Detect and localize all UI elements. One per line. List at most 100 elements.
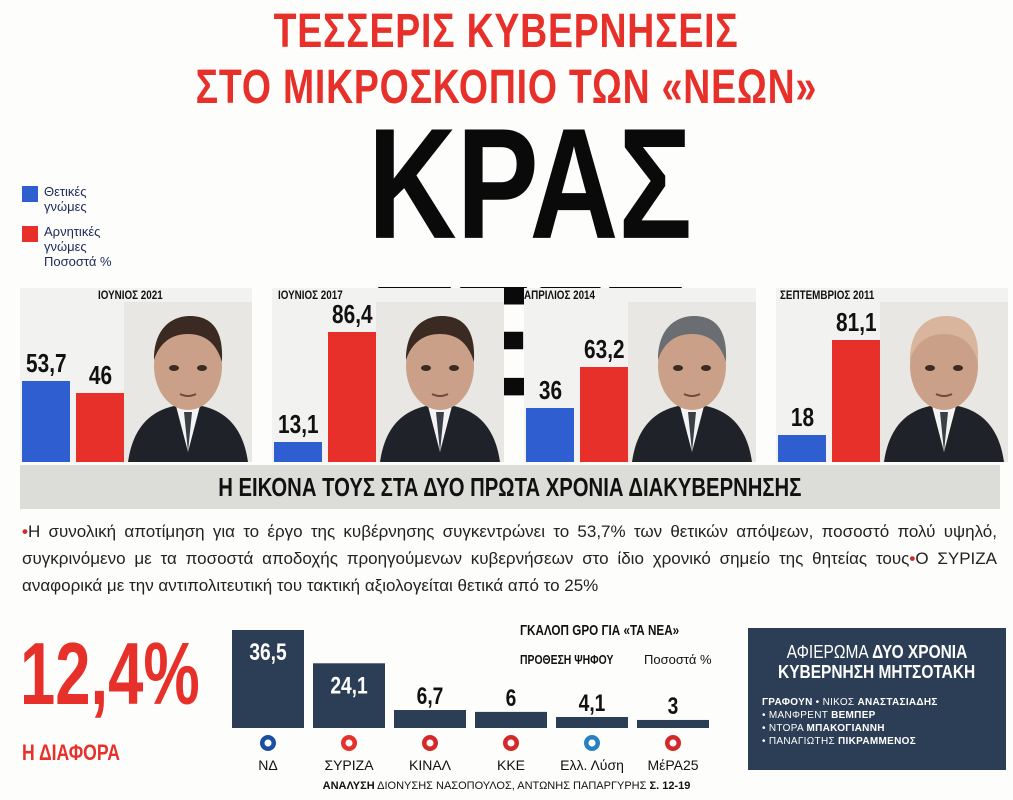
feature-title-bold2: ΚΥΒΕΡΝΗΣΗ ΜΗΤΣΟΤΑΚΗ bbox=[778, 662, 976, 682]
feature-box: ΑΦΙΕΡΩΜΑ ΔΥΟ ΧΡΟΝΙΑ ΚΥΒΕΡΝΗΣΗ ΜΗΤΣΟΤΑΚΗ … bbox=[748, 628, 1006, 770]
subhead-text: Η ΕΙΚΟΝΑ ΤΟΥΣ ΣΤΑ ΔΥΟ ΠΡΩΤΑ ΧΡΟΝΙΑ ΔΙΑΚΥ… bbox=[218, 472, 802, 502]
negative-value: 46 bbox=[88, 360, 112, 390]
party-label: ΚΚΕ bbox=[496, 757, 525, 773]
kinal-logo-icon bbox=[418, 733, 442, 758]
headline-line-1-text: ΤΕΣΣΕΡΙΣ ΚΥΒΕΡΝΗΣΕΙΣ bbox=[274, 5, 739, 58]
credit-line: • ΠΑΝΑΓΙΩΤΗΣ ΠΙΚΡΑΜΜΕΝΟΣ bbox=[762, 735, 992, 748]
legend-unit: Ποσοστά % bbox=[44, 254, 112, 269]
poll-unit: Ποσοστά % bbox=[644, 652, 712, 667]
legend-negative-label: Αρνητικές γνώμες Ποσοστά % bbox=[44, 224, 112, 269]
positive-bar bbox=[22, 381, 70, 462]
credit-first-name: ΝΤΟΡΑ bbox=[768, 723, 807, 734]
negative-value: 86,4 bbox=[331, 299, 373, 329]
feature-title-line1: ΑΦΙΕΡΩΜΑ ΔΥΟ ΧΡΟΝΙΑ bbox=[787, 642, 968, 662]
headline-line-2-text: ΣΤΟ ΜΙΚΡΟΣΚΟΠΙΟ ΤΩΝ «ΝΕΩΝ» bbox=[195, 61, 818, 114]
poll-bar bbox=[556, 716, 628, 728]
feature-title-line2: ΚΥΒΕΡΝΗΣΗ ΜΗΤΣΟΤΑΚΗ bbox=[778, 662, 975, 682]
panel-date-text: ΑΠΡΙΛΙΟΣ 2014 bbox=[524, 288, 595, 302]
positive-bar bbox=[778, 435, 826, 462]
positive-value: 53,7 bbox=[25, 348, 67, 378]
legend-negative-line1: Αρνητικές bbox=[44, 224, 101, 239]
feature-title: ΑΦΙΕΡΩΜΑ ΔΥΟ ΧΡΟΝΙΑ ΚΥΒΕΡΝΗΣΗ ΜΗΤΣΟΤΑΚΗ bbox=[762, 642, 992, 682]
poll-value-label: 6 bbox=[506, 684, 517, 712]
difference-value-text: 12,4% bbox=[20, 624, 200, 723]
portrait-photo bbox=[376, 302, 504, 462]
positive-value: 13,1 bbox=[277, 409, 319, 439]
credit-first-name: ΝΙΚΟΣ bbox=[822, 697, 858, 708]
party-label: ΚΙΝΑΛ bbox=[408, 757, 452, 773]
negative-bar bbox=[832, 340, 880, 462]
negative-value: 81,1 bbox=[835, 307, 877, 337]
legend-negative-line2: γνώμες bbox=[44, 239, 87, 254]
positive-bar bbox=[526, 408, 574, 462]
bullet-2: • bbox=[909, 549, 916, 568]
party-label: ΝΔ bbox=[258, 757, 278, 773]
poll-bar bbox=[475, 711, 547, 728]
party-label: ΣΥΡΙΖΑ bbox=[324, 757, 374, 773]
poll-title-text: ΓΚΑΛΟΠ GPO ΓΙΑ «ΤΑ ΝΕΑ» bbox=[520, 622, 680, 639]
credit-bullet: • bbox=[815, 697, 823, 708]
negative-bar bbox=[580, 367, 628, 462]
difference-label: Η ΔΙΑΦΟΡΑ bbox=[22, 740, 145, 766]
credit-last-name: ΑΝΑΣΤΑΣΙΑΔΗΣ bbox=[857, 697, 938, 708]
legend-negative-swatch bbox=[22, 226, 38, 242]
credit-last-name: ΜΠΑΚΟΓΙΑΝΝΗ bbox=[806, 723, 885, 734]
approval-panel: ΣΕΠΤΕΜΒΡΙΟΣ 2011 18 81,1 bbox=[776, 288, 1008, 462]
legend-positive-line2: γνώμες bbox=[44, 199, 87, 214]
portrait-photo bbox=[628, 302, 756, 462]
difference-label-text: Η ΔΙΑΦΟΡΑ bbox=[22, 740, 121, 765]
panel-date: ΣΕΠΤΕΜΒΡΙΟΣ 2011 bbox=[780, 288, 895, 302]
credit-bullet: • bbox=[762, 736, 769, 747]
portrait-photo bbox=[880, 302, 1008, 462]
syriza-logo-icon bbox=[337, 733, 361, 758]
difference-value: 12,4% bbox=[20, 628, 220, 720]
poll-bar bbox=[232, 630, 304, 728]
footer-pages: Σ. 12-19 bbox=[649, 780, 691, 792]
poll-bar bbox=[394, 710, 466, 728]
poll-value-label: 6,7 bbox=[417, 682, 444, 710]
approval-panel: ΑΠΡΙΛΙΟΣ 2014 36 63,2 bbox=[524, 288, 756, 462]
negative-bar bbox=[328, 332, 376, 462]
panel-date-text: ΙΟΥΝΙΟΣ 2021 bbox=[98, 288, 163, 302]
credit-line: • ΜΑΝΦΡΕΝΤ ΒΕΜΠΕΡ bbox=[762, 709, 992, 722]
credit-bullet: • bbox=[762, 710, 769, 721]
poll-value-label: 3 bbox=[668, 692, 679, 720]
poll-bar bbox=[313, 663, 385, 728]
panel-date-text: ΙΟΥΝΙΟΣ 2017 bbox=[278, 288, 343, 302]
footer-label: ΑΝΑΛΥΣΗ bbox=[322, 780, 375, 792]
approval-panel: ΙΟΥΝΙΟΣ 2021 53,7 46 bbox=[20, 288, 252, 462]
feature-credits: ΓΡΑΦΟΥΝ • ΝΙΚΟΣ ΑΝΑΣΤΑΣΙΑΔΗΣ • ΜΑΝΦΡΕΝΤ Β… bbox=[762, 696, 992, 748]
party-label: Ελλ. Λύση bbox=[560, 757, 624, 773]
bullet-1: • bbox=[22, 522, 28, 541]
poll-title: ΓΚΑΛΟΠ GPO ΓΙΑ «ΤΑ ΝΕΑ» bbox=[520, 622, 724, 639]
approval-panel: ΙΟΥΝΙΟΣ 2017 13,1 86,4 bbox=[272, 288, 504, 462]
panel-date: ΙΟΥΝΙΟΣ 2021 bbox=[98, 288, 177, 302]
footer-note: ΑΝΑΛΥΣΗ ΔΙΟΝΥΣΗΣ ΝΑΣΟΠΟΥΛΟΣ, ΑΝΤΩΝΗΣ ΠΑΠ… bbox=[0, 780, 1013, 792]
credit-first-name: ΜΑΝΦΡΕΝΤ bbox=[768, 710, 832, 721]
party-label: ΜέΡΑ25 bbox=[647, 757, 699, 773]
credit-prefix: ΓΡΑΦΟΥΝ bbox=[762, 697, 816, 708]
legend-positive-swatch bbox=[22, 186, 38, 202]
credit-first-name: ΠΑΝΑΓΙΩΤΗΣ bbox=[768, 736, 839, 747]
panel-date: ΙΟΥΝΙΟΣ 2017 bbox=[278, 288, 357, 302]
credit-last-name: ΠΙΚΡΑΜΜΕΝΟΣ bbox=[838, 736, 917, 747]
legend-positive-line1: Θετικές bbox=[44, 184, 87, 199]
poll-subtitle-text: ΠΡΟΘΕΣΗ ΨΗΦΟΥ bbox=[520, 652, 614, 667]
footer-authors: ΔΙΟΝΥΣΗΣ ΝΑΣΟΠΟΥΛΟΣ, ΑΝΤΩΝΗΣ ΠΑΠΑΡΓΥΡΗΣ bbox=[377, 780, 647, 792]
kke-logo-icon bbox=[499, 733, 523, 758]
poll-value-label: 24,1 bbox=[330, 671, 367, 699]
credit-bullet: • bbox=[762, 723, 769, 734]
legend-positive: Θετικές γνώμες bbox=[22, 184, 87, 214]
mera25-logo-icon bbox=[661, 733, 685, 758]
headline-line-2: ΣΤΟ ΜΙΚΡΟΣΚΟΠΙΟ ΤΩΝ «ΝΕΩΝ» bbox=[0, 60, 1013, 115]
body-text-2: Ο ΣΥΡΙΖΑ αναφορικά με την αντιπολιτευτικ… bbox=[22, 549, 997, 595]
body-paragraph: •Η συνολική αποτίμηση για το έργο της κυ… bbox=[22, 518, 997, 599]
subhead-banner: Η ΕΙΚΟΝΑ ΤΟΥΣ ΣΤΑ ΔΥΟ ΠΡΩΤΑ ΧΡΟΝΙΑ ΔΙΑΚΥ… bbox=[20, 465, 1000, 509]
elliniki-lysi-logo-icon bbox=[580, 733, 604, 758]
poll-bar bbox=[637, 719, 709, 728]
poll-value-label: 4,1 bbox=[579, 689, 606, 717]
poll-subtitle: ΠΡΟΘΕΣΗ ΨΗΦΟΥ bbox=[520, 652, 637, 667]
poll-chart: 36,5 24,1 6,7 6 4,1 3 bbox=[232, 630, 709, 728]
negative-bar bbox=[76, 393, 124, 462]
body-text-1: Η συνολική αποτίμηση για το έργο της κυβ… bbox=[22, 522, 997, 568]
